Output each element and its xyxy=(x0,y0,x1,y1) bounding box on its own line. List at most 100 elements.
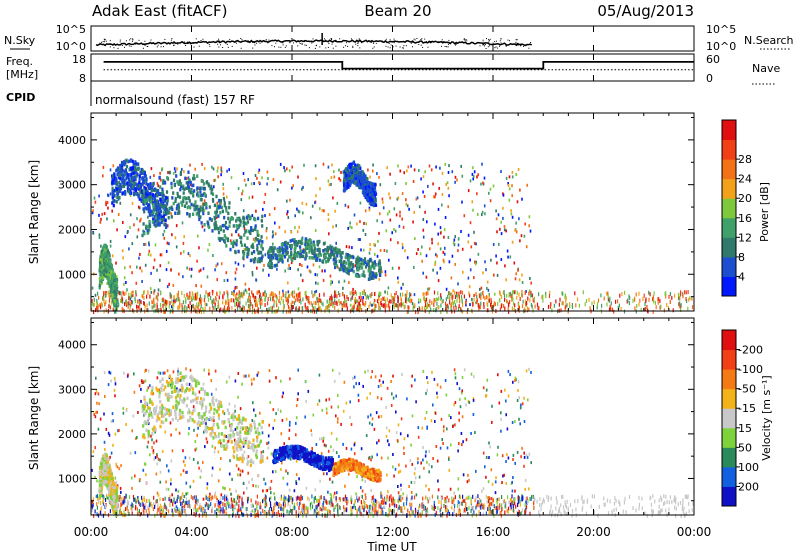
ground-scatter-cell xyxy=(287,304,290,309)
sky-noise-dot xyxy=(357,42,359,44)
scatter-cell xyxy=(401,192,404,196)
ground-scatter-cell xyxy=(518,305,520,309)
ground-scatter-cell xyxy=(504,306,506,311)
ground-scatter-cell xyxy=(344,303,346,308)
scatter-cell xyxy=(141,269,143,273)
ground-scatter-cell xyxy=(201,297,203,302)
frequency-line xyxy=(103,61,694,70)
ground-scatter-cell xyxy=(493,303,495,308)
ground-scatter-cell xyxy=(529,298,531,303)
echo-cell xyxy=(159,206,162,211)
scatter-cell xyxy=(384,501,387,505)
scatter-cell xyxy=(511,240,514,244)
scatter-cell xyxy=(267,434,270,438)
echo-cell xyxy=(143,201,146,205)
echo-cell xyxy=(294,253,297,257)
scatter-cell xyxy=(175,389,177,393)
ground-scatter-cell xyxy=(657,297,659,302)
sky-noise-dot xyxy=(280,46,282,48)
scatter-cell xyxy=(136,265,138,269)
echo-cell xyxy=(304,255,308,259)
echo-cell xyxy=(223,223,226,228)
scatter-cell xyxy=(147,215,149,219)
scatter-cell xyxy=(392,374,394,378)
sky-noise-dot xyxy=(109,46,111,48)
sky-noise-dot xyxy=(131,40,133,42)
scatter-cell xyxy=(444,162,447,166)
scatter-cell xyxy=(150,434,152,438)
scatter-cell xyxy=(133,390,136,394)
ground-scatter-cell xyxy=(567,309,569,314)
scatter-cell xyxy=(165,268,168,272)
ground-scatter-cell xyxy=(346,295,348,299)
echo-cell xyxy=(132,178,135,183)
scatter-cell xyxy=(113,388,116,392)
sky-noise-dot xyxy=(421,38,423,40)
echo-cell xyxy=(326,248,329,252)
echo-cell xyxy=(219,199,222,203)
ground-scatter-cell xyxy=(241,291,243,296)
ground-scatter-cell xyxy=(314,305,316,310)
ground-scatter-cell xyxy=(480,296,482,301)
echo-cell xyxy=(171,207,174,211)
scatter-cell xyxy=(439,231,442,235)
ground-scatter-cell xyxy=(131,294,133,299)
ground-scatter-cell xyxy=(615,299,617,304)
scatter-cell xyxy=(505,278,507,282)
echo-cell xyxy=(183,187,186,191)
scatter-cell xyxy=(226,278,229,282)
scatter-cell xyxy=(136,217,138,221)
ground-scatter-cell xyxy=(298,306,300,311)
scatter-cell xyxy=(294,226,296,230)
ground-scatter-cell xyxy=(185,299,187,304)
ground-scatter-cell xyxy=(187,304,189,309)
echo-cell xyxy=(228,220,231,224)
ground-scatter-cell xyxy=(414,303,416,308)
scatter-cell xyxy=(457,477,460,481)
sky-noise-dot xyxy=(331,38,333,40)
scatter-cell xyxy=(201,225,204,229)
scatter-cell xyxy=(370,488,372,492)
scatter-cell xyxy=(175,224,178,228)
echo-cell xyxy=(356,260,360,265)
sky-noise-dot xyxy=(507,39,509,41)
ground-scatter-cell xyxy=(177,296,179,301)
ground-scatter-cell xyxy=(510,294,512,298)
ground-scatter-cell xyxy=(185,297,187,302)
echo-cell xyxy=(161,215,164,220)
echo-cell xyxy=(223,203,226,208)
echo-cell xyxy=(112,203,115,208)
scatter-cell xyxy=(256,373,259,377)
scatter-cell xyxy=(251,509,254,513)
scatter-cell xyxy=(529,229,532,233)
scatter-cell xyxy=(137,411,139,414)
ground-scatter-cell xyxy=(435,297,437,302)
scatter-cell xyxy=(475,301,477,305)
echo-cell xyxy=(182,184,185,188)
scatter-cell xyxy=(129,451,132,455)
echo-cell xyxy=(345,261,348,265)
ground-scatter-cell xyxy=(259,305,262,310)
echo-cell xyxy=(270,255,273,259)
sky-noise-dot xyxy=(202,38,204,40)
ground-scatter-cell xyxy=(291,293,294,298)
scatter-cell xyxy=(481,162,483,166)
echo-cell xyxy=(286,246,289,250)
ground-scatter-cell xyxy=(361,308,363,312)
sky-noise-dot xyxy=(390,44,392,46)
echo-cell xyxy=(162,201,165,206)
echo-cell xyxy=(257,216,260,221)
echo-cell xyxy=(313,246,316,251)
ground-scatter-cell xyxy=(562,301,564,306)
y-tick-label: 1000 xyxy=(58,268,86,281)
echo-cell xyxy=(197,208,200,212)
ground-scatter-cell xyxy=(453,305,455,310)
scatter-cell xyxy=(220,168,223,172)
scatter-cell xyxy=(264,253,267,257)
echo-cell xyxy=(199,206,202,210)
scatter-cell xyxy=(112,419,114,423)
ground-scatter-cell xyxy=(576,297,579,302)
ground-scatter-cell xyxy=(600,293,602,298)
ground-scatter-cell xyxy=(619,293,621,298)
sky-noise-dot xyxy=(520,45,521,47)
